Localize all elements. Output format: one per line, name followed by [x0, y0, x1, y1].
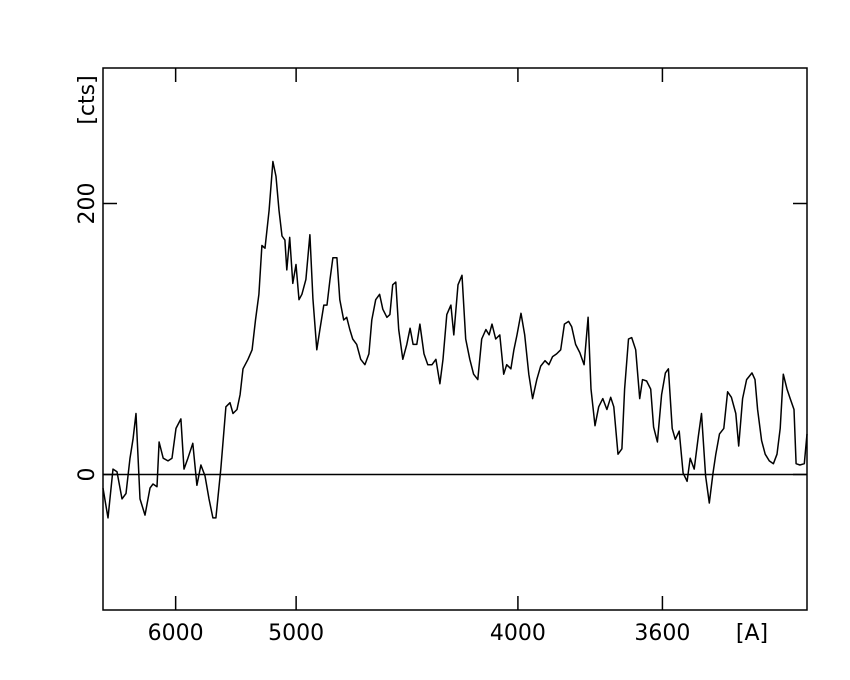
x-tick-label: 5000 — [268, 621, 324, 646]
y-axis-label: [cts] — [75, 75, 100, 124]
plot-frame — [102, 67, 808, 611]
y-tick-label: 200 — [75, 183, 100, 225]
x-tick-label: 6000 — [148, 621, 204, 646]
x-axis-label: [A] — [736, 621, 768, 646]
spectrum-line — [102, 160, 808, 519]
y-tick-label: 0 — [75, 468, 100, 482]
x-tick-label: 4000 — [490, 621, 546, 646]
x-tick-label: 3600 — [634, 621, 690, 646]
